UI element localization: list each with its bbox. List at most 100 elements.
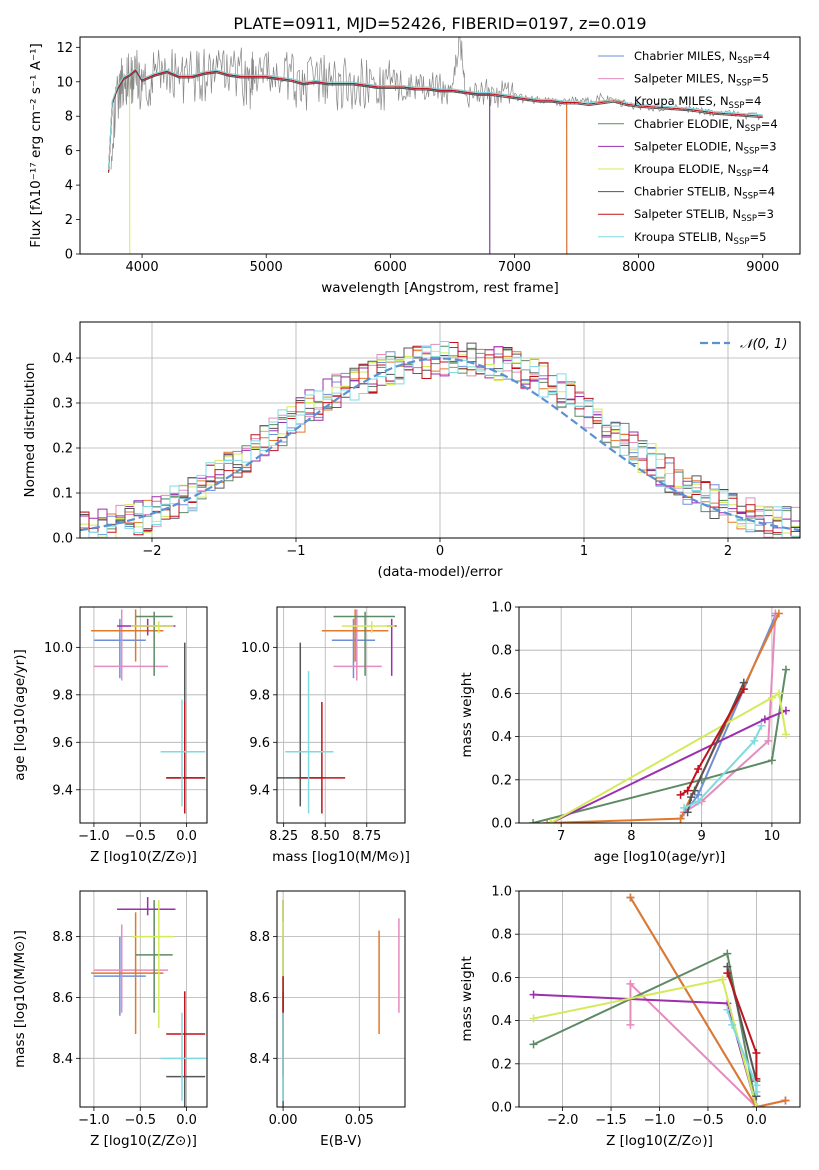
y-tick-label: 4 (65, 179, 73, 194)
y-tick-label: 0 (65, 248, 73, 263)
legend-entry: Kroupa STELIB, NSSP=5 (634, 230, 766, 247)
plot-area (91, 897, 206, 1107)
legend-entry: Salpeter ELODIE, NSSP=3 (634, 139, 777, 156)
x-axis-label: (data-model)/error (377, 564, 503, 580)
x-tick-label: −1.5 (595, 1113, 627, 1128)
marker (694, 765, 703, 773)
y-tick-label: 0.2 (52, 442, 73, 457)
y-tick-label: 0.0 (491, 817, 512, 832)
errorbar-kroupa-miles (321, 609, 389, 662)
marker (529, 990, 538, 999)
errorbar-chabrier-miles (93, 618, 146, 679)
figure-title: PLATE=0911, MJD=52426, FIBERID=0197, z=0… (233, 14, 646, 33)
errorbar-kroupa-miles (91, 609, 164, 662)
marker (764, 736, 773, 745)
axes-frame (518, 606, 801, 824)
x-axis-label: wavelength [Angstrom, rest frame] (321, 280, 559, 296)
x-tick-label: 0.0 (176, 1113, 197, 1128)
y-tick-label: 9.8 (249, 688, 270, 703)
spectrum-panel: 4000 5000 6000 7000 8000 9000 0 2 4 6 8 10 12 wavelen… (28, 36, 801, 296)
errorbar-kroupa-stelib (160, 699, 206, 807)
data-spectrum-line (110, 37, 761, 170)
ebv-vs-mass-panel: 0.00 0.05 8.4 8.6 8.8 E(B-V) (249, 890, 406, 1149)
y-tick-label: 8.6 (52, 991, 73, 1006)
x-axis-label: Z [log10(Z/Z⊙)] (90, 849, 197, 865)
y-tick-label: 0.6 (491, 971, 512, 986)
marker (728, 1020, 737, 1029)
plot-area (282, 900, 400, 1107)
marker (752, 1049, 761, 1057)
marker (529, 1014, 538, 1023)
x-tick-label: 0.00 (269, 1113, 298, 1128)
y-tick-label: 0.2 (491, 773, 512, 788)
marker (774, 689, 783, 698)
x-tick-label: 8.25 (269, 829, 298, 844)
normal-curve (80, 357, 800, 532)
marker (723, 949, 732, 958)
marker (757, 721, 766, 730)
errorbar-salpeter-miles (93, 609, 169, 681)
histogram-kroupa-stelib (80, 341, 800, 538)
plot-area (529, 609, 790, 823)
y-tick-label: 8.8 (52, 930, 73, 945)
model-spectrum-line-chabrier-stelib (108, 70, 763, 173)
z-vs-massweight-panel: −2.0 −1.5 −1.0 −0.5 0.0 0.0 0.2 0.4 0.6 0.8 1.0 Z [… (459, 885, 801, 1149)
x-tick-label: 4000 (126, 260, 159, 275)
marker (752, 1103, 761, 1107)
marker (767, 756, 776, 765)
series-salpeter-stelib (676, 685, 748, 799)
errorbar-salpeter-miles (93, 924, 169, 1013)
y-tick-label: 0.6 (491, 687, 512, 702)
x-tick-label: −0.5 (692, 1113, 724, 1128)
y-axis-label: age [log10(age/yr)] (12, 649, 28, 781)
y-tick-label: 9.4 (249, 783, 270, 798)
x-tick-label: −1.0 (644, 1113, 676, 1128)
mass-vs-age-panel: 8.25 8.50 8.75 9.4 9.6 9.8 10.0 mass [log10(M/M… (241, 606, 410, 865)
series-kroupa-elodie (546, 689, 790, 823)
axes-frame (79, 606, 208, 824)
y-tick-label: 9.8 (52, 688, 73, 703)
residual-histogram-panel: −2 −1 0 1 2 0.0 0.1 0.2 0.3 0.4 (data-model)/error… (22, 321, 801, 580)
x-tick-label: 10 (764, 829, 781, 844)
marker (760, 715, 769, 724)
x-tick-label: 8.50 (311, 829, 340, 844)
marker (750, 736, 759, 745)
x-tick-label: −0.5 (124, 829, 156, 844)
marker (626, 979, 635, 988)
y-tick-label: 8.4 (249, 1052, 270, 1067)
errorbar-kroupa-elodie (130, 621, 174, 634)
legend-entry: 𝒩(0, 1) (740, 337, 787, 352)
x-tick-label: 2 (724, 544, 732, 559)
x-tick-label: 5000 (250, 260, 283, 275)
y-tick-label: 0.0 (52, 532, 73, 547)
marker (767, 693, 776, 702)
legend-entry: Kroupa ELODIE, NSSP=4 (634, 162, 769, 179)
x-tick-label: 9 (698, 829, 706, 844)
marker (774, 609, 783, 618)
x-tick-label: −1.0 (78, 829, 110, 844)
marker (626, 893, 635, 902)
y-tick-label: 8.8 (249, 930, 270, 945)
errorbar-salpeter-elodie (117, 897, 176, 916)
y-tick-label: 12 (56, 41, 73, 56)
y-tick-label: 0.4 (491, 730, 512, 745)
marker (690, 786, 699, 795)
plot-area (108, 37, 763, 254)
y-tick-label: 0.0 (491, 1101, 512, 1116)
series-kroupa-stelib (723, 1005, 761, 1096)
errorbar-kroupa-miles (91, 912, 164, 1034)
marker (694, 797, 703, 806)
marker (781, 730, 790, 739)
y-tick-label: 9.6 (52, 736, 73, 751)
x-tick-label: −1.0 (78, 1113, 110, 1128)
x-tick-label: 0.0 (176, 829, 197, 844)
errorbar-chabrier-elodie (135, 900, 173, 1013)
x-tick-label: 6000 (374, 260, 407, 275)
errorbar-kroupa-stelib (285, 671, 334, 814)
marker (781, 706, 790, 715)
marker (676, 814, 685, 823)
x-tick-label: 0 (436, 544, 444, 559)
legend-entry: Chabrier ELODIE, NSSP=4 (634, 117, 778, 134)
x-tick-label: 0.05 (345, 1113, 374, 1128)
